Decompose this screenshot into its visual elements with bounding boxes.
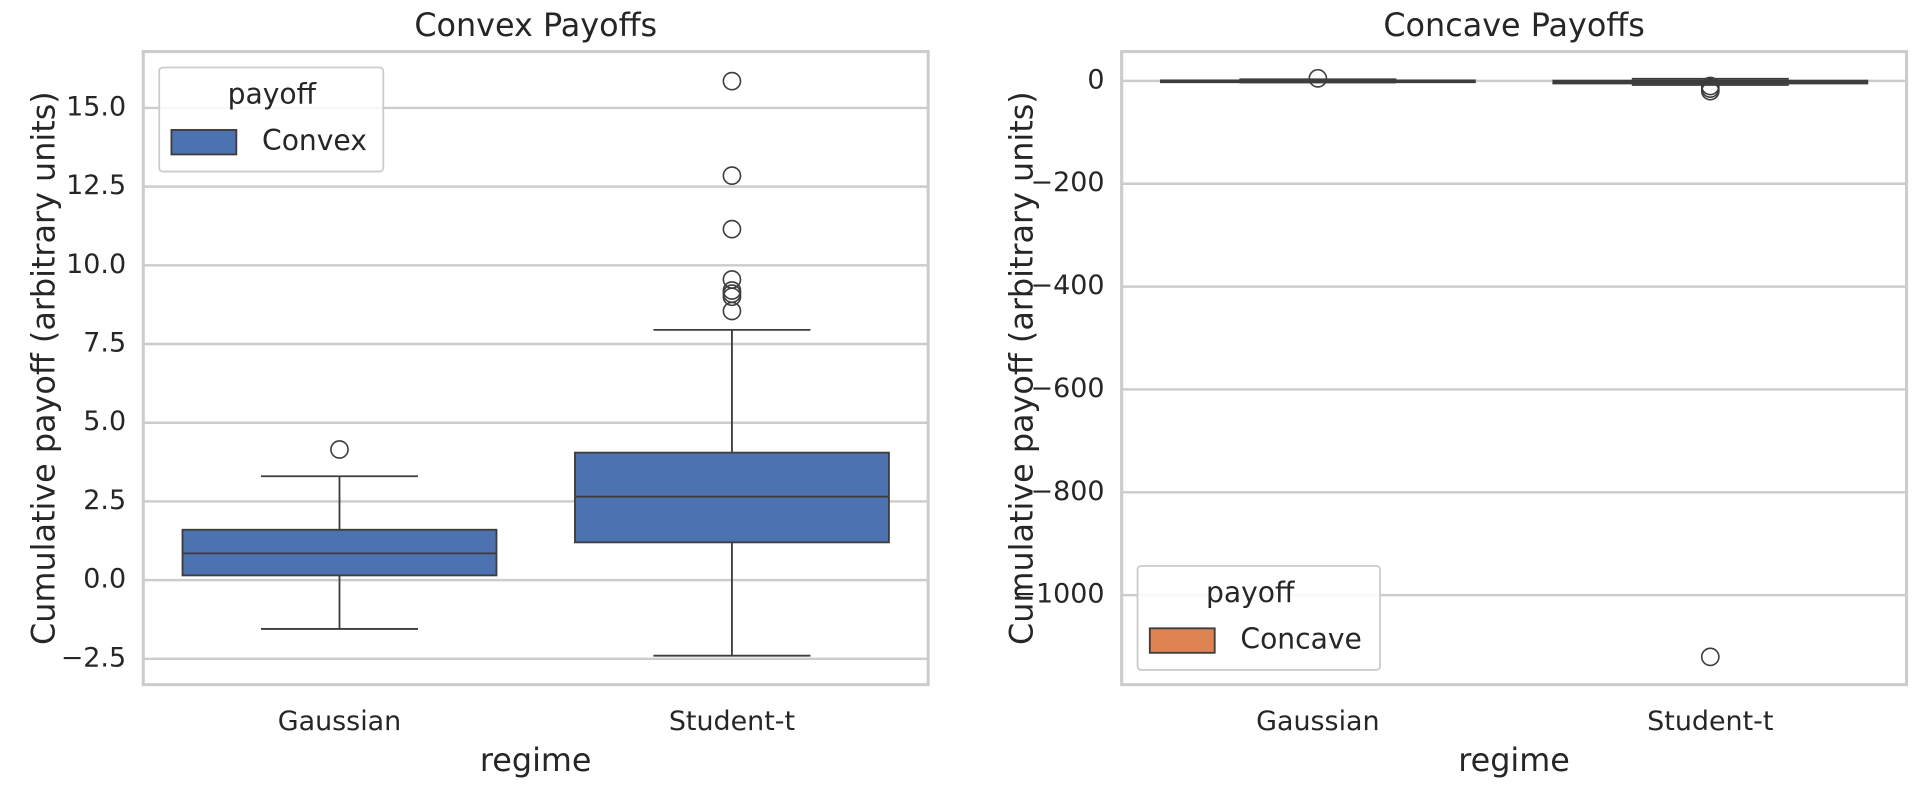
y-tick-label: 15.0 bbox=[66, 91, 126, 122]
y-tick-label: 7.5 bbox=[83, 328, 126, 359]
y-tick-label: −600 bbox=[1031, 373, 1105, 404]
y-tick-label: −200 bbox=[1031, 167, 1105, 198]
legend-label: Concave bbox=[1240, 623, 1361, 656]
y-tick-label: −2.5 bbox=[61, 642, 126, 673]
y-tick-label: 5.0 bbox=[83, 406, 126, 437]
y-tick-label: 2.5 bbox=[83, 485, 126, 516]
x-tick-label: Gaussian bbox=[278, 706, 402, 737]
axes-frame bbox=[141, 50, 930, 687]
y-tick-label: 0 bbox=[1087, 64, 1104, 95]
outlier bbox=[1700, 647, 1720, 667]
legend-title: payoff bbox=[228, 78, 317, 111]
x-axis-label: regime bbox=[480, 741, 592, 779]
chart-title: Convex Payoffs bbox=[414, 6, 657, 44]
y-tick-label: −800 bbox=[1031, 476, 1105, 507]
y-tick-label: 0.0 bbox=[83, 564, 126, 595]
y-tick-label: 12.5 bbox=[66, 170, 126, 201]
y-tick-label: −400 bbox=[1031, 270, 1105, 301]
legend-swatch bbox=[1148, 627, 1216, 654]
y-tick-label: 10.0 bbox=[66, 249, 126, 280]
legend-swatch bbox=[170, 129, 238, 156]
x-tick-label: Student-t bbox=[1647, 706, 1773, 737]
outlier bbox=[722, 219, 742, 239]
legend-title: payoff bbox=[1206, 576, 1295, 609]
outlier bbox=[722, 71, 742, 91]
x-tick-label: Student-t bbox=[669, 706, 795, 737]
outlier bbox=[1308, 68, 1328, 88]
y-axis-label: Cumulative payoff (arbitrary units) bbox=[24, 91, 62, 645]
x-tick-label: Gaussian bbox=[1256, 706, 1380, 737]
x-axis-label: regime bbox=[1458, 741, 1570, 779]
legend-label: Convex bbox=[262, 124, 367, 157]
outlier bbox=[722, 166, 742, 185]
outlier bbox=[330, 440, 349, 459]
outlier bbox=[722, 270, 742, 289]
outlier bbox=[722, 281, 742, 300]
y-axis-label: Cumulative payoff (arbitrary units) bbox=[1003, 91, 1041, 645]
y-tick-label: −1000 bbox=[1013, 579, 1104, 610]
chart-title: Concave Payoffs bbox=[1383, 6, 1645, 44]
axes-frame bbox=[1120, 50, 1909, 687]
outlier bbox=[1700, 81, 1720, 101]
